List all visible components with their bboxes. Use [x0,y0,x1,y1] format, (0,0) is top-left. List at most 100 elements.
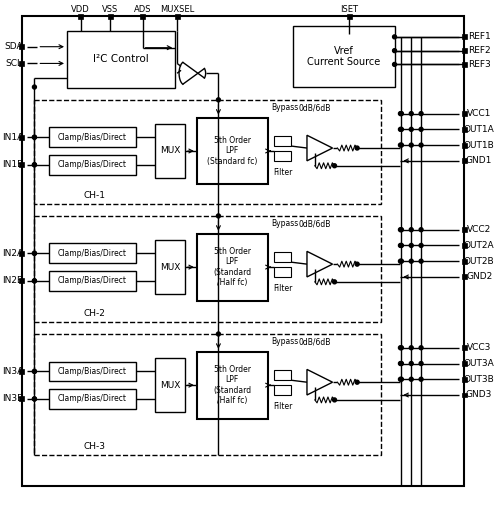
Circle shape [393,48,396,53]
Bar [49,127,136,147]
Text: 0dB/6dB: 0dB/6dB [298,337,331,346]
Bar [462,275,467,279]
Text: IN3A: IN3A [2,367,23,376]
Bar [274,252,291,262]
Bar [274,136,291,146]
Bar [67,31,175,88]
Text: REF2: REF2 [468,46,491,55]
Bar [274,370,291,380]
Text: 0dB/6dB: 0dB/6dB [298,103,331,112]
Circle shape [33,85,37,89]
Text: CH-3: CH-3 [84,442,105,450]
Bar [462,111,467,116]
Text: REF1: REF1 [468,32,491,41]
Text: OUT3B: OUT3B [464,375,495,384]
Circle shape [398,127,402,131]
Circle shape [409,362,413,366]
Circle shape [398,259,402,263]
Circle shape [398,112,402,116]
Bar [293,26,395,87]
Bar [462,127,467,132]
Text: Clamp/Bias/Direct: Clamp/Bias/Direct [58,276,127,285]
Text: ISET: ISET [340,5,358,14]
Circle shape [393,35,396,39]
Bar [462,142,467,147]
Circle shape [33,163,37,167]
Text: OUT1A: OUT1A [464,125,495,134]
Text: Clamp/Bias/Direct: Clamp/Bias/Direct [58,367,127,376]
Bar [197,234,268,300]
Bar [462,243,467,248]
Circle shape [399,228,403,232]
Circle shape [398,228,402,232]
Bar [19,251,24,256]
Text: Filter: Filter [274,402,293,411]
Bar [35,334,381,455]
Circle shape [409,259,413,263]
Bar [462,48,467,53]
Circle shape [399,143,403,147]
Bar [462,34,467,39]
Text: Clamp/Bias/Direct: Clamp/Bias/Direct [58,394,127,403]
Text: Filter: Filter [274,168,293,177]
Bar [197,351,268,419]
Text: OUT2A: OUT2A [464,241,495,250]
Circle shape [355,380,359,384]
Circle shape [216,332,220,336]
Circle shape [216,214,220,218]
Text: Clamp/Bias/Direct: Clamp/Bias/Direct [58,160,127,169]
Bar [19,369,24,374]
Bar [140,14,145,19]
Text: CH-1: CH-1 [84,191,105,200]
Text: IN2B: IN2B [2,276,23,285]
Bar [274,385,291,395]
Bar [462,377,467,382]
Circle shape [399,346,403,350]
Text: 5th Order
LPF
(Standard fc): 5th Order LPF (Standard fc) [207,136,257,166]
Bar [175,14,180,19]
Text: 0dB/6dB: 0dB/6dB [298,219,331,228]
Circle shape [33,279,37,283]
Text: I²C Control: I²C Control [93,55,149,65]
Circle shape [419,127,423,131]
Circle shape [355,262,359,266]
Text: SCL: SCL [5,59,22,68]
Bar [19,61,24,66]
Text: VCC1: VCC1 [467,109,492,118]
Circle shape [33,135,37,139]
Bar [49,271,136,291]
Circle shape [419,259,423,263]
Text: 5th Order
LPF
(Standard
/Half fc): 5th Order LPF (Standard /Half fc) [213,247,251,287]
Text: GND1: GND1 [466,157,493,165]
Circle shape [409,228,413,232]
Circle shape [33,163,37,167]
Text: MUX: MUX [160,263,180,272]
Circle shape [333,280,337,284]
Text: Clamp/Bias/Direct: Clamp/Bias/Direct [58,249,127,258]
Bar [49,155,136,175]
Bar [19,278,24,283]
Bar [19,135,24,140]
Circle shape [33,135,37,139]
Circle shape [419,243,423,247]
Text: OUT1B: OUT1B [464,140,495,149]
Bar [19,162,24,167]
Text: Bypass: Bypass [272,219,299,228]
Text: VCC3: VCC3 [467,343,492,352]
Bar [19,44,24,49]
Bar [347,14,352,19]
Bar [35,100,381,204]
Text: IN3B: IN3B [2,394,23,403]
Text: GND2: GND2 [466,272,492,281]
Bar [462,345,467,350]
Text: IN1A: IN1A [2,133,23,142]
Circle shape [399,243,403,247]
Text: VDD: VDD [71,5,90,14]
Circle shape [398,143,402,147]
Text: Clamp/Bias/Direct: Clamp/Bias/Direct [58,133,127,142]
Bar [462,392,467,397]
Circle shape [399,259,403,263]
Text: VCC2: VCC2 [467,225,491,234]
Bar [35,216,381,322]
Bar [274,267,291,277]
